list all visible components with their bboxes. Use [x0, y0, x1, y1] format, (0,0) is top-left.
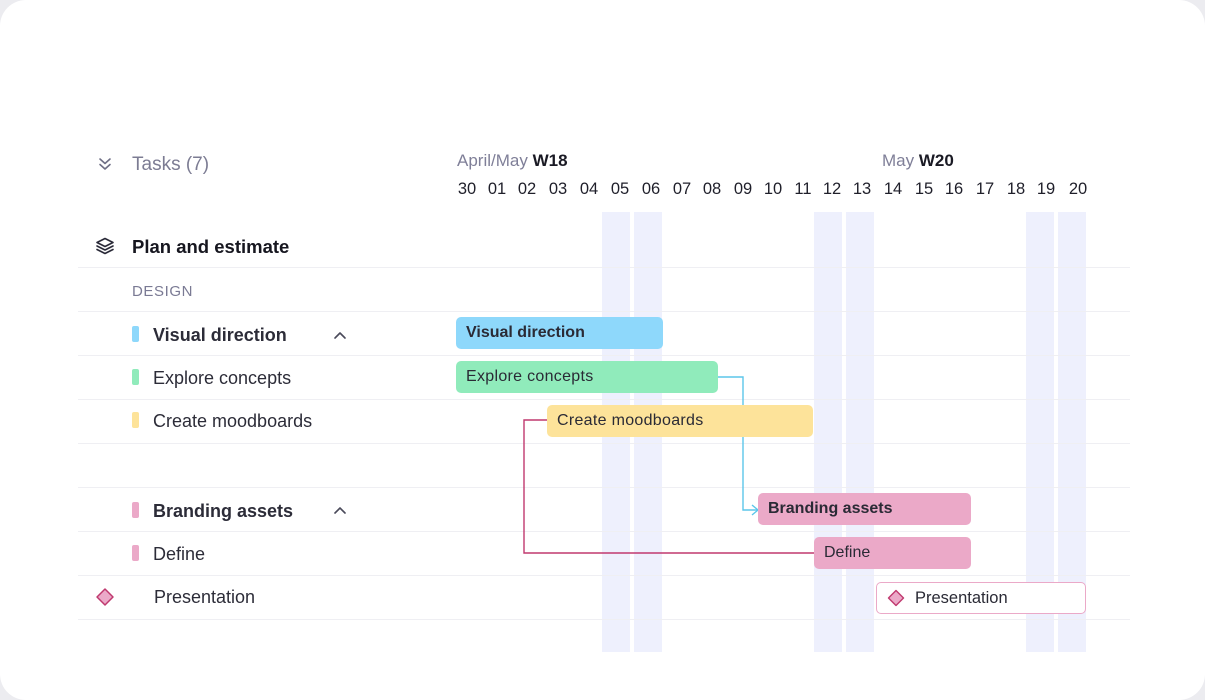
task-row-explore-concepts[interactable]: Explore concepts [153, 368, 292, 388]
day-label: 10 [763, 180, 783, 198]
weekend-column [1026, 212, 1054, 652]
task-color-marker [132, 369, 139, 385]
chevron-up-icon[interactable] [333, 505, 347, 515]
chevron-up-icon[interactable] [333, 330, 347, 340]
day-label: 08 [702, 180, 722, 198]
day-label: 06 [641, 180, 661, 198]
section-label: DESIGN [132, 283, 194, 300]
layers-icon [96, 237, 114, 255]
row-divider [78, 399, 1130, 400]
day-label: 14 [883, 180, 903, 198]
milestone-bar-label: Presentation [915, 589, 1008, 607]
row-divider [78, 443, 1130, 444]
task-row-visual-direction[interactable]: Visual direction [153, 325, 287, 345]
task-row-branding-assets[interactable]: Branding assets [153, 501, 294, 521]
weekend-column [846, 212, 874, 652]
day-label: 20 [1068, 180, 1088, 198]
row-divider [78, 267, 1130, 268]
day-label: 15 [914, 180, 934, 198]
diamond-icon [96, 588, 114, 606]
week-header-w18: April/May W18 [457, 151, 568, 171]
day-label: 16 [944, 180, 964, 198]
group-title[interactable]: Plan and estimate [132, 236, 290, 257]
day-label: 18 [1006, 180, 1026, 198]
weekend-column [814, 212, 842, 652]
weekend-column [1058, 212, 1086, 652]
day-label: 09 [733, 180, 753, 198]
tasks-count-label[interactable]: Tasks (7) [132, 154, 210, 175]
day-label: 03 [548, 180, 568, 198]
gantt-bar-create-moodboards[interactable]: Create moodboards [547, 405, 813, 437]
gantt-bar-define[interactable]: Define [814, 537, 971, 569]
row-divider [78, 311, 1130, 312]
day-label: 05 [610, 180, 630, 198]
task-color-marker [132, 326, 139, 342]
task-color-marker [132, 545, 139, 561]
day-label: 07 [672, 180, 692, 198]
day-label: 11 [794, 180, 812, 198]
gantt-bar-explore-concepts[interactable]: Explore concepts [456, 361, 718, 393]
row-divider [78, 575, 1130, 576]
day-label: 30 [457, 180, 477, 198]
row-divider [78, 619, 1130, 620]
week-month-label: May [882, 151, 915, 170]
row-divider [78, 355, 1130, 356]
double-chevron-down-icon[interactable] [97, 156, 113, 172]
week-number-label: W18 [532, 151, 568, 170]
row-divider [78, 487, 1130, 488]
day-label: 13 [852, 180, 872, 198]
gantt-milestone-presentation[interactable]: Presentation [876, 582, 1086, 614]
week-month-label: April/May [457, 151, 528, 170]
milestone-row-presentation[interactable]: Presentation [154, 587, 256, 607]
row-divider [78, 531, 1130, 532]
day-label: 12 [822, 180, 842, 198]
gantt-bar-visual-direction[interactable]: Visual direction [456, 317, 663, 349]
diamond-icon [887, 589, 905, 607]
day-label: 02 [517, 180, 537, 198]
task-color-marker [132, 412, 139, 428]
task-color-marker [132, 502, 139, 518]
day-label: 04 [579, 180, 599, 198]
task-row-create-moodboards[interactable]: Create moodboards [153, 411, 313, 431]
week-number-label: W20 [918, 151, 954, 170]
day-label: 17 [975, 180, 995, 198]
gantt-bar-branding-assets[interactable]: Branding assets [758, 493, 971, 525]
day-label: 01 [487, 180, 507, 198]
task-row-define[interactable]: Define [153, 544, 206, 564]
day-label: 19 [1036, 180, 1056, 198]
week-header-w20: May W20 [882, 151, 954, 171]
